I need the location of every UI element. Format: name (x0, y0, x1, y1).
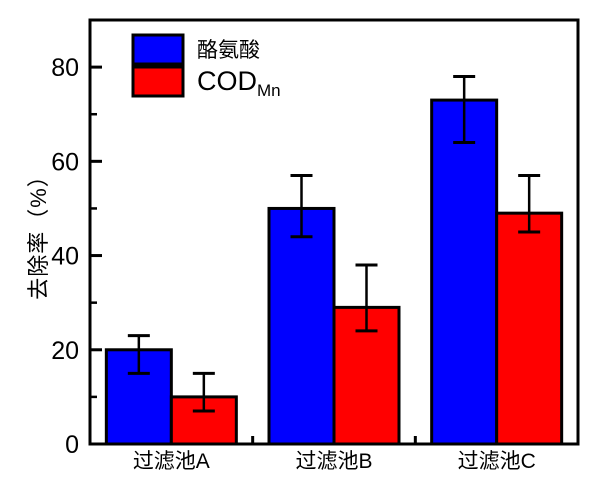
bar-tyrosine-2 (267, 206, 336, 446)
y-tick-label: 20 (51, 337, 79, 365)
y-axis-title: 去除率（%） (26, 164, 51, 300)
plot-frame (88, 18, 580, 446)
bar-codmn-3 (495, 211, 564, 446)
legend-swatch-tyrosine (131, 33, 185, 66)
legend: 酪氨酸 CODMn (131, 33, 281, 100)
x-tick-label: 过滤池B (295, 450, 372, 473)
y-tick-label: 80 (51, 54, 79, 82)
y-tick-label: 60 (51, 148, 79, 176)
legend-label-tyrosine: 酪氨酸 (197, 39, 260, 62)
bars-layer (104, 98, 564, 446)
bar-tyrosine-3 (430, 98, 499, 446)
legend-swatch-codmn (131, 65, 185, 98)
x-tick-label: 过滤池C (458, 450, 536, 473)
x-category-labels: 过滤池A 过滤池B 过滤池C (133, 450, 536, 473)
y-tick-label: 0 (65, 431, 79, 459)
legend-label-codmn: CODMn (197, 66, 281, 100)
y-tick-label: 40 (51, 243, 79, 271)
y-tick-labels: 0 20 40 60 80 (51, 54, 79, 459)
error-bars-layer (127, 75, 541, 413)
axis-ticks-layer (90, 65, 417, 446)
x-tick-label: 过滤池A (133, 450, 210, 473)
